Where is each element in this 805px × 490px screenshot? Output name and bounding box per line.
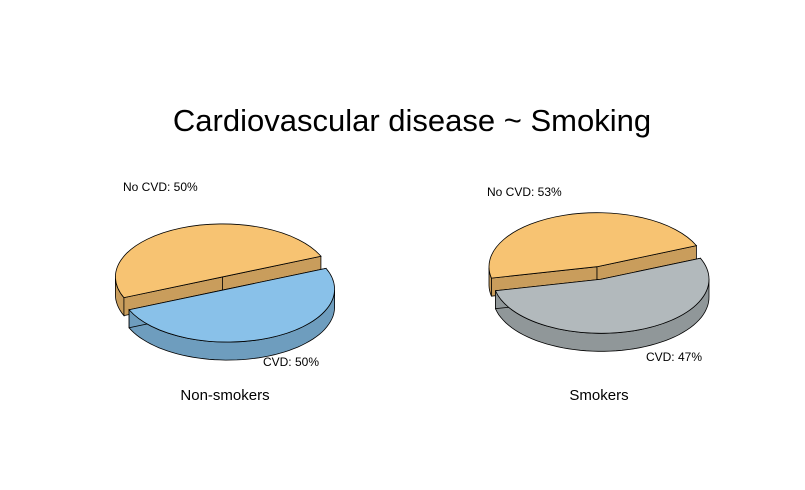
pie-caption-non-smokers: Non-smokers (180, 387, 269, 404)
pie-0-slice-no-cvd (128, 267, 335, 343)
chart-title: Cardiovascular disease ~ Smoking (173, 103, 651, 138)
pie-1-slice-no-cvd (494, 257, 710, 334)
pie-non-smokers: No CVD: 50% CVD: 50% (115, 180, 335, 369)
pie-smokers: No CVD: 53% CVD: 47% (487, 185, 710, 364)
pie-1-label-no-cvd: No CVD: 53% (487, 185, 562, 199)
pie-0-label-cvd: CVD: 50% (263, 355, 319, 369)
pie-0-slice-cvd (115, 223, 322, 299)
pie-0-label-no-cvd: No CVD: 50% (123, 180, 198, 194)
pie-1-label-cvd: CVD: 47% (646, 350, 702, 364)
pie-caption-smokers: Smokers (569, 387, 628, 404)
pie-1-slice-cvd (488, 212, 698, 279)
